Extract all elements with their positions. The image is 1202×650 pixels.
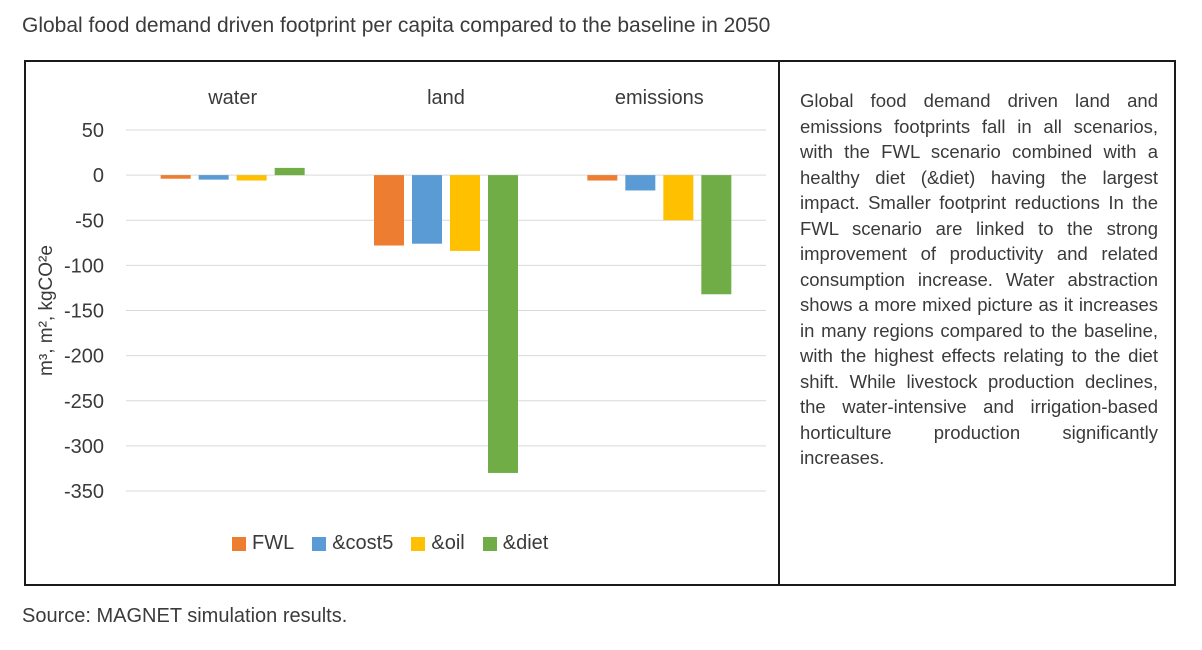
bar-land-cost5 (412, 175, 442, 244)
y-tick-label: -300 (64, 436, 104, 458)
y-tick-label: 0 (93, 165, 104, 187)
bar-water-cost5 (198, 175, 229, 180)
y-axis-label: m³, m², kgCO²e (36, 245, 57, 376)
frame-divider (778, 60, 780, 586)
source-note: Source: MAGNET simulation results. (22, 605, 348, 627)
category-label-emissions: emissions (615, 87, 704, 109)
legend-item-oil: &oil (411, 532, 465, 555)
bar-water-FWL (160, 175, 191, 179)
category-label-water: water (207, 87, 257, 109)
y-tick-label: -250 (64, 391, 104, 413)
bar-emissions-FWL (587, 175, 618, 181)
description-text: Global food demand driven land and emiss… (800, 90, 1158, 468)
y-tick-label: -200 (64, 346, 104, 368)
legend-item-cost5: &cost5 (312, 532, 393, 555)
legend-label: &oil (431, 532, 465, 554)
category-label-land: land (427, 87, 465, 109)
bar-emissions-cost5 (625, 175, 656, 191)
legend-swatch (482, 536, 497, 551)
bar-land-diet (488, 175, 518, 473)
y-tick-label: -50 (75, 210, 104, 232)
chart-legend: FWL &cost5 &oil &diet (232, 532, 548, 555)
legend-swatch (232, 536, 246, 551)
legend-item-FWL: FWL (232, 532, 294, 555)
bar-water-diet (274, 167, 305, 176)
legend-label: &cost5 (332, 532, 394, 554)
legend-label: &diet (502, 532, 549, 554)
bar-emissions-diet (701, 175, 732, 295)
bar-water-oil (236, 175, 267, 181)
y-tick-label: -100 (64, 255, 104, 277)
figure-title: Global food demand driven footprint per … (22, 14, 771, 37)
figure-frame (24, 60, 1176, 586)
bar-land-FWL (374, 175, 404, 246)
bar-emissions-oil (663, 175, 694, 221)
legend-label: FWL (252, 532, 295, 554)
bar-chart: 50 0 -50 -100 -150 -200 -250 -300 -350 m³, m², kg… (36, 87, 766, 503)
y-tick-label: 50 (82, 120, 104, 142)
y-tick-label: -150 (64, 301, 104, 323)
bar-land-oil (450, 175, 480, 251)
legend-item-diet: &diet (482, 532, 549, 555)
y-tick-label: -350 (64, 481, 104, 503)
legend-swatch (312, 536, 327, 551)
legend-swatch (411, 536, 426, 551)
